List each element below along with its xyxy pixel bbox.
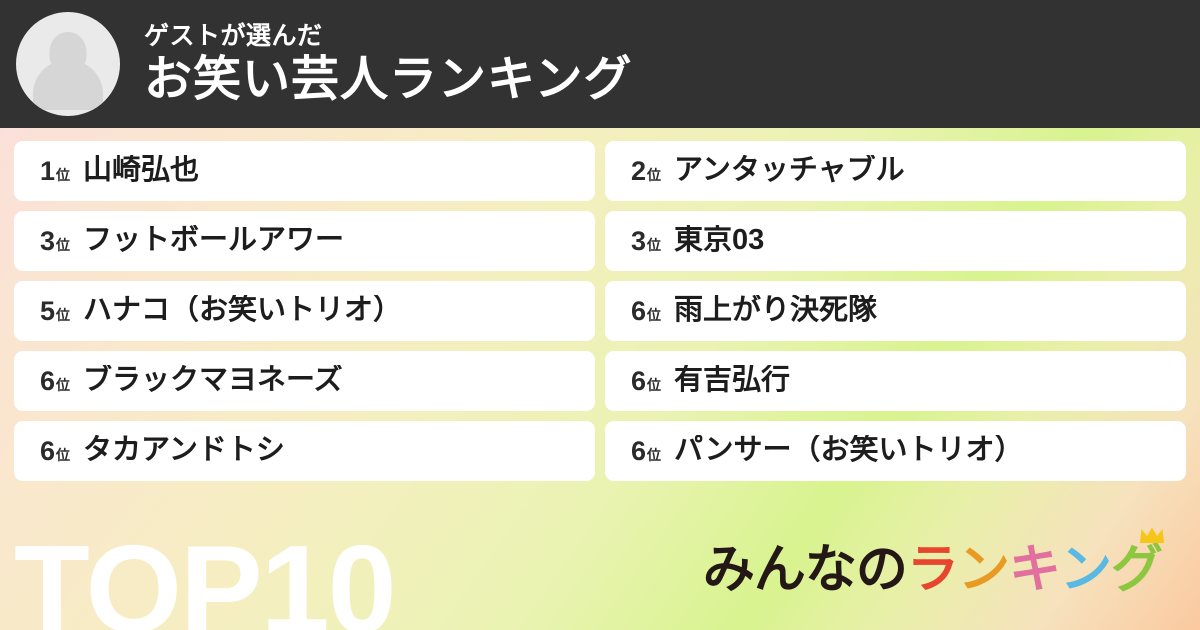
ranking-row[interactable]: 6 位雨上がり決死隊 <box>605 281 1186 341</box>
header: ゲストが選んだ お笑い芸人ランキング <box>0 0 1200 128</box>
ranking-row[interactable]: 6 位有吉弘行 <box>605 351 1186 411</box>
ranking-entry-name: 有吉弘行 <box>674 365 791 397</box>
rank-unit-label: 位 <box>647 166 662 183</box>
ranking-entry-name: 東京03 <box>674 225 765 257</box>
rank-number-value: 5 <box>40 295 56 326</box>
ranking-entry-name: タカアンドトシ <box>83 435 285 467</box>
rank-number-value: 3 <box>631 225 647 256</box>
logo-last-char-wrap: グ <box>1110 527 1164 599</box>
avatar <box>16 12 120 116</box>
rank-number-value: 6 <box>631 295 647 326</box>
rank-unit-label: 位 <box>647 236 662 253</box>
rank-number-value: 3 <box>40 225 56 256</box>
rank-unit-label: 位 <box>56 236 71 253</box>
rank-unit-label: 位 <box>56 446 71 463</box>
crown-icon <box>1140 527 1164 543</box>
site-logo[interactable]: みんなのランキング <box>702 527 1164 599</box>
ranking-row[interactable]: 2 位アンタッチャブル <box>605 141 1186 201</box>
avatar-body-shape <box>33 60 103 110</box>
page-title: お笑い芸人ランキング <box>144 52 633 106</box>
rank-number-value: 6 <box>40 435 56 466</box>
rank-unit-label: 位 <box>647 446 662 463</box>
rank-number-value: 6 <box>631 435 647 466</box>
ranking-row[interactable]: 3 位フットボールアワー <box>14 211 595 271</box>
rank-number-value: 2 <box>631 155 647 186</box>
ranking-entry-name: 山崎弘也 <box>83 155 200 187</box>
rank-unit-label: 位 <box>647 376 662 393</box>
ranking-entry-name: アンタッチャブル <box>674 155 905 187</box>
logo-char: グ <box>1110 541 1163 599</box>
logo-char: の <box>855 541 908 599</box>
ranking-row[interactable]: 3 位東京03 <box>605 211 1186 271</box>
rank-unit-label: 位 <box>56 376 71 393</box>
logo-char: キ <box>1008 541 1061 599</box>
rank-number-value: 6 <box>40 365 56 396</box>
logo-char: ン <box>1059 541 1112 599</box>
ranking-row[interactable]: 6 位パンサー（お笑いトリオ） <box>605 421 1186 481</box>
ranking-row[interactable]: 5 位ハナコ（お笑いトリオ） <box>14 281 595 341</box>
logo-char: ん <box>753 541 806 599</box>
rank-number-value: 1 <box>40 155 56 186</box>
logo-char: み <box>702 541 755 599</box>
ranking-row[interactable]: 6 位タカアンドトシ <box>14 421 595 481</box>
logo-char: な <box>804 541 857 599</box>
ranking-entry-name: パンサー（お笑いトリオ） <box>674 435 1024 467</box>
ranking-row[interactable]: 1 位山崎弘也 <box>14 141 595 201</box>
header-subtitle: ゲストが選んだ <box>144 21 323 50</box>
rank-number-value: 6 <box>631 365 647 396</box>
logo-char: ン <box>957 541 1010 599</box>
ranking-entry-name: ブラックマヨネーズ <box>83 365 343 397</box>
rank-unit-label: 位 <box>647 306 662 323</box>
rank-unit-label: 位 <box>56 166 71 183</box>
ranking-entry-name: 雨上がり決死隊 <box>674 295 878 327</box>
top10-label: TOP10 <box>14 521 397 630</box>
ranking-entry-name: フットボールアワー <box>83 225 345 257</box>
logo-char: ラ <box>906 541 959 599</box>
ranking-row[interactable]: 6 位ブラックマヨネーズ <box>14 351 595 411</box>
ranking-list: 1 位山崎弘也 2 位アンタッチャブル 3 位フットボールアワー 3 位東京03 5 位ハナコ（お… <box>0 141 1200 481</box>
header-text-block: ゲストが選んだ お笑い芸人ランキング <box>144 22 633 107</box>
rank-unit-label: 位 <box>56 306 71 323</box>
ranking-entry-name: ハナコ（お笑いトリオ） <box>83 295 403 327</box>
